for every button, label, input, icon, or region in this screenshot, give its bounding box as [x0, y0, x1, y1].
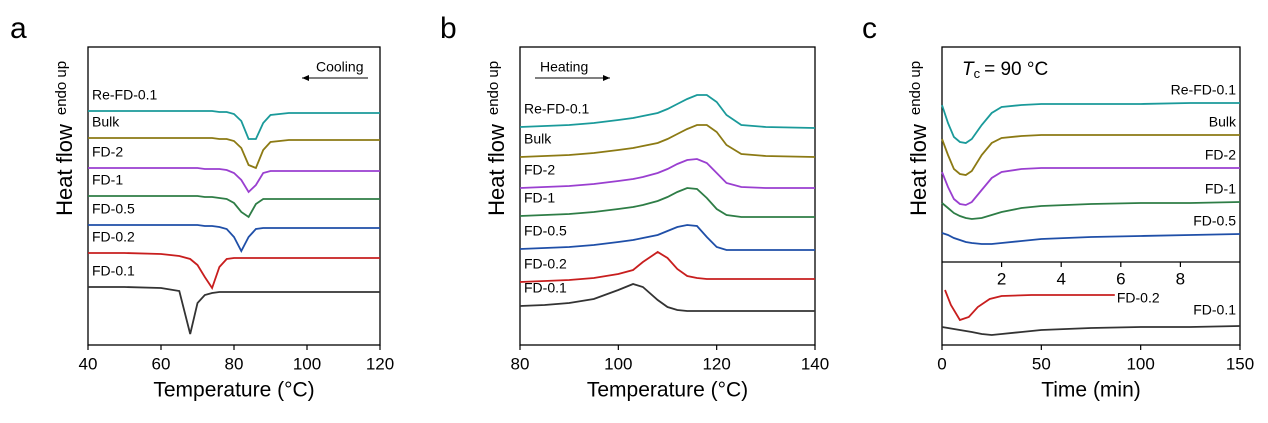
series-label: FD-0.1 — [1193, 302, 1236, 318]
panel-label: b — [440, 12, 457, 45]
series-line — [941, 232, 1241, 245]
arrow-head — [302, 75, 309, 81]
series-line — [88, 224, 380, 253]
series-label: FD-0.2 — [524, 256, 567, 272]
x-tick-label: 100 — [293, 354, 321, 373]
x-tick-label: 60 — [152, 354, 171, 373]
x-tick-label: 80 — [225, 354, 244, 373]
series-line — [88, 137, 380, 170]
x2-tick-label: 8 — [1176, 269, 1185, 288]
series-label: FD-0.1 — [524, 280, 567, 296]
y-axis-label: Heat flow — [906, 124, 931, 216]
x-axis-label: Time (min) — [1041, 379, 1141, 402]
series-line — [88, 167, 380, 194]
x-tick-label: 40 — [79, 354, 98, 373]
plot-frame — [941, 46, 1241, 346]
series-label: FD-0.5 — [1193, 213, 1236, 229]
x-tick-label: 150 — [1226, 354, 1254, 373]
series-label: FD-2 — [1205, 147, 1236, 163]
annotation-subscript: c — [974, 66, 981, 81]
series-label: FD-1 — [1205, 181, 1236, 197]
series-label: FD-1 — [92, 172, 123, 188]
panel-label: a — [10, 12, 27, 45]
series-line — [519, 94, 816, 129]
series-line — [88, 195, 380, 219]
series-line — [944, 289, 1115, 322]
series-label: Bulk — [524, 131, 552, 147]
annotation-text: = 90 °C — [984, 59, 1048, 80]
series-label: FD-2 — [524, 162, 555, 178]
series-line — [88, 286, 380, 335]
annotation: Tc = 90 °C — [962, 59, 1048, 81]
plot-frame — [519, 46, 816, 346]
x-tick-label: 80 — [511, 354, 530, 373]
series-label: FD-0.5 — [92, 201, 135, 217]
series-line — [941, 201, 1241, 220]
series-line — [519, 187, 815, 218]
series-label: Re-FD-0.1 — [524, 101, 590, 117]
series-line — [88, 110, 380, 140]
series-label: FD-0.5 — [524, 223, 567, 239]
x-tick-label: 0 — [937, 354, 946, 373]
y-axis-label: Heat flow — [484, 124, 509, 216]
series-label: FD-0.2 — [1117, 290, 1160, 306]
series-line — [88, 252, 380, 291]
series-line — [941, 325, 1241, 336]
annotation-symbol: T — [962, 59, 975, 80]
series-line — [941, 134, 1240, 176]
y-axis-note: endo up — [53, 61, 70, 115]
series-label: Re-FD-0.1 — [92, 87, 158, 103]
series-label: FD-0.2 — [92, 229, 135, 245]
y-axis-note: endo up — [485, 61, 502, 115]
series-label: Bulk — [92, 114, 120, 130]
x-tick-label: 120 — [702, 354, 730, 373]
annotation: Heating — [540, 59, 588, 75]
panel-label: c — [862, 12, 877, 45]
series-line — [519, 224, 815, 251]
x-tick-label: 100 — [604, 354, 632, 373]
arrow-head — [603, 75, 610, 81]
series-line — [519, 124, 816, 158]
x-axis-label: Temperature (°C) — [153, 379, 314, 402]
series-label: FD-0.1 — [92, 263, 135, 279]
series-label: FD-2 — [92, 144, 123, 160]
series-label: FD-1 — [524, 190, 555, 206]
x-tick-label: 50 — [1032, 354, 1051, 373]
series-label: Re-FD-0.1 — [1171, 82, 1237, 98]
annotation: Cooling — [316, 59, 363, 75]
series-line — [941, 102, 1240, 144]
series-line — [519, 250, 815, 283]
x-tick-label: 100 — [1126, 354, 1154, 373]
series-line — [941, 167, 1240, 206]
y-axis-note: endo up — [907, 61, 924, 115]
y-axis-label: Heat flow — [52, 124, 77, 216]
series-line — [519, 158, 815, 189]
x-axis-label: Temperature (°C) — [587, 379, 748, 402]
x2-tick-label: 6 — [1116, 269, 1125, 288]
series-line — [519, 283, 815, 312]
x-tick-label: 120 — [366, 354, 394, 373]
x-tick-label: 140 — [801, 354, 829, 373]
series-label: Bulk — [1209, 114, 1237, 130]
x2-tick-label: 2 — [997, 269, 1006, 288]
x2-tick-label: 4 — [1056, 269, 1065, 288]
